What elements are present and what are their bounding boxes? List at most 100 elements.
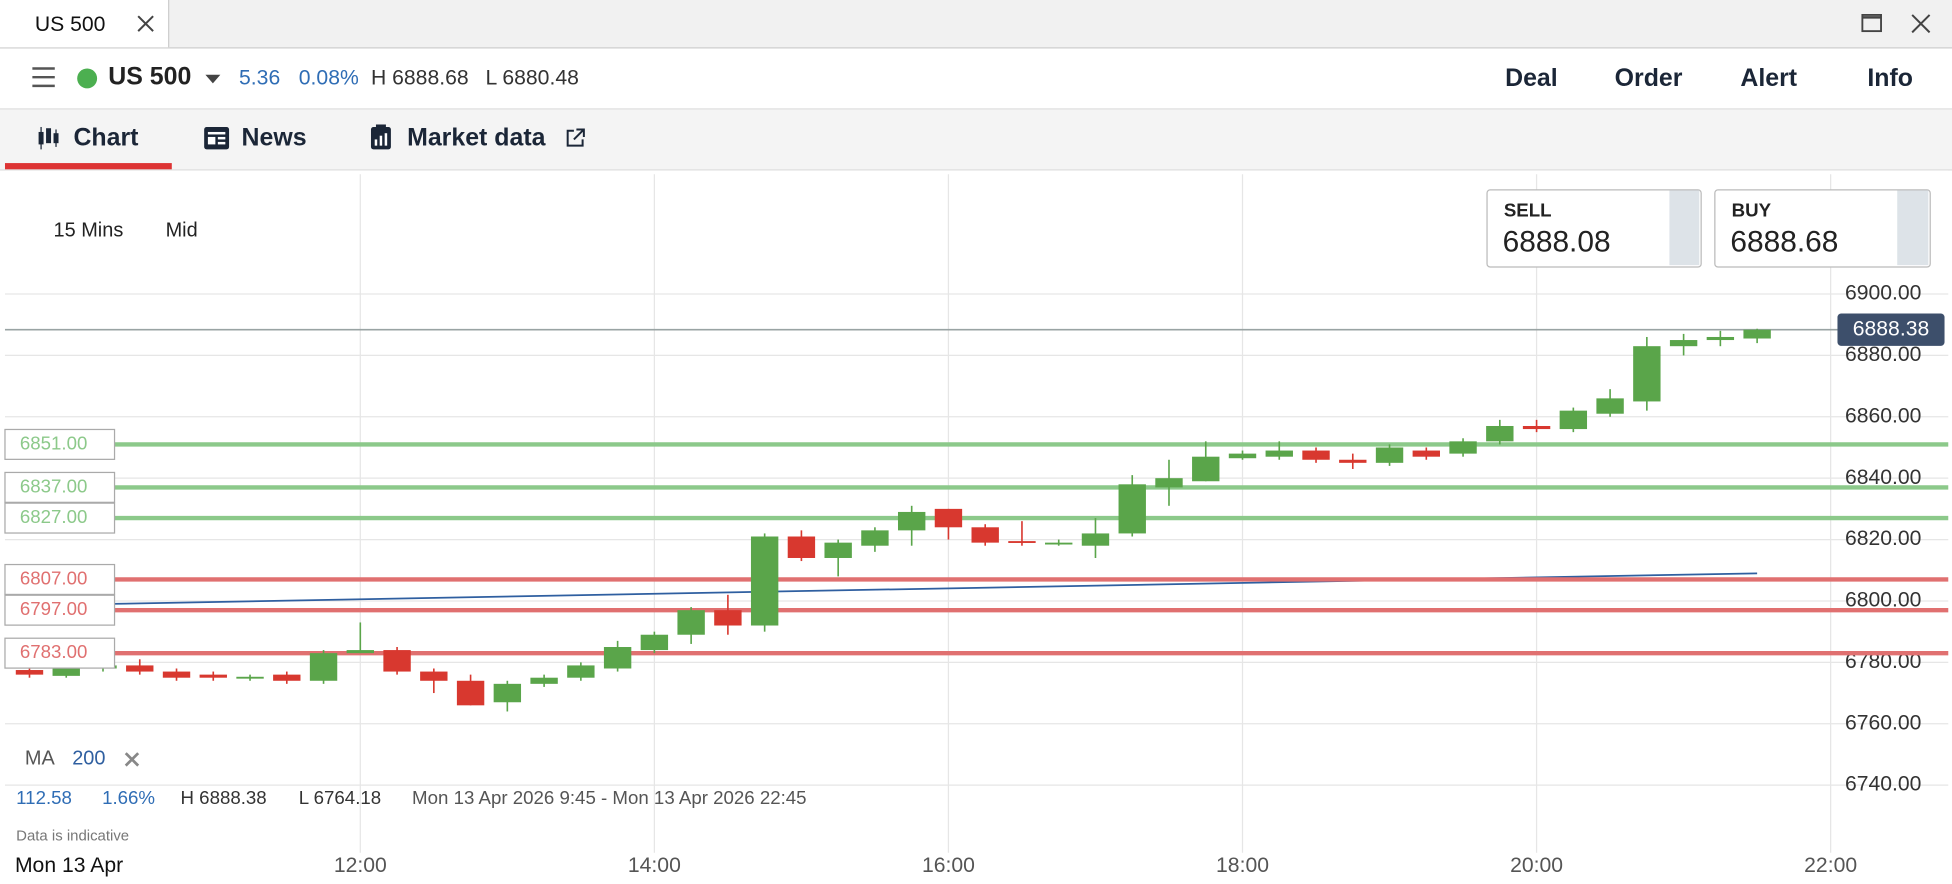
- market-dropdown[interactable]: [203, 71, 223, 86]
- candle-body: [1302, 450, 1330, 460]
- candle-body: [1486, 425, 1514, 442]
- y-tick-label: 6800.00: [1845, 589, 1921, 612]
- alert-button[interactable]: Alert: [1740, 64, 1798, 93]
- chart-icon: [38, 126, 59, 150]
- tab-title: US 500: [34, 12, 106, 37]
- candle-body: [346, 650, 375, 654]
- market-data-tab[interactable]: Market data: [407, 124, 546, 152]
- candle-body: [273, 674, 301, 681]
- info-button[interactable]: Info: [1867, 64, 1913, 93]
- tab[interactable]: [0, 0, 170, 48]
- candle-body: [750, 536, 779, 626]
- candle-body: [861, 530, 889, 546]
- candle-body: [603, 647, 632, 669]
- candle-body: [787, 536, 816, 558]
- candle-body: [1265, 450, 1293, 457]
- menu-icon[interactable]: [31, 65, 56, 90]
- y-tick-label: 6820.00: [1845, 527, 1921, 550]
- candle-body: [1228, 453, 1257, 459]
- candle-body: [236, 676, 264, 679]
- candle-body: [1743, 329, 1771, 339]
- y-tick-label: 6760.00: [1845, 711, 1921, 734]
- stats-low: L 6764.18: [298, 788, 382, 810]
- candle-body: [1633, 346, 1661, 402]
- x-tick-label: 22:00: [1804, 854, 1857, 877]
- last-price-tag: [1837, 313, 1945, 346]
- level-label: 6797.00: [20, 598, 87, 619]
- last-price-label: 6888.38: [1853, 317, 1929, 340]
- x-tick-label: 20:00: [1510, 854, 1563, 877]
- level-label-box: [4, 637, 116, 669]
- candle-body: [1155, 478, 1183, 488]
- candle-body: [420, 671, 448, 681]
- candle-body: [383, 650, 411, 672]
- sell-label: SELL: [1503, 200, 1552, 222]
- date-label: Mon 13 Apr: [15, 854, 123, 877]
- x-tick-label: 12:00: [334, 854, 387, 877]
- candle-body: [493, 683, 522, 703]
- candle-body: [15, 670, 44, 675]
- maximize-button[interactable]: [1860, 11, 1885, 36]
- news-tab[interactable]: News: [241, 124, 307, 152]
- y-tick-label: 6780.00: [1845, 650, 1921, 673]
- stats-change: 112.58: [16, 788, 72, 810]
- remove-indicator[interactable]: [123, 751, 140, 768]
- low: L 6880.48: [485, 65, 579, 90]
- candle-body: [897, 511, 926, 531]
- plot-bg: [4, 170, 1949, 878]
- market-name[interactable]: US 500: [108, 63, 192, 91]
- market-data-icon: [370, 124, 391, 150]
- indicator-name: MA: [24, 748, 55, 770]
- level-label: 6851.00: [20, 432, 87, 453]
- candle-body: [1596, 398, 1624, 414]
- candle-body: [162, 671, 191, 678]
- candle-body: [199, 674, 227, 678]
- level-label: 6827.00: [20, 506, 87, 527]
- indicator-period: 200: [72, 748, 106, 770]
- deal-button[interactable]: Deal: [1505, 64, 1558, 93]
- candle-body: [1045, 542, 1073, 545]
- sell-button[interactable]: [1486, 189, 1702, 268]
- y-tick-label: 6900.00: [1845, 282, 1921, 305]
- stats-change-pct: 1.66%: [102, 788, 156, 810]
- candle-body: [971, 527, 999, 543]
- candle-body: [824, 542, 852, 558]
- candle-body: [1192, 456, 1220, 482]
- interval[interactable]: 15 Mins: [53, 220, 124, 242]
- candle-body: [530, 677, 558, 684]
- candle-body: [309, 653, 338, 681]
- tab-close[interactable]: [134, 12, 156, 34]
- buy-button[interactable]: [1714, 189, 1931, 268]
- candle-body: [1449, 441, 1477, 454]
- x-tick-label: 18:00: [1216, 854, 1269, 877]
- candle-body: [1559, 410, 1588, 430]
- buy-price: 6888.68: [1730, 225, 1839, 259]
- chart-tab[interactable]: Chart: [73, 124, 139, 152]
- x-tick-label: 16:00: [922, 854, 975, 877]
- y-tick-label: 6840.00: [1845, 466, 1921, 489]
- level-label-box: [4, 428, 116, 460]
- candle-body: [1669, 340, 1698, 347]
- order-button[interactable]: Order: [1614, 64, 1683, 93]
- buy-label: BUY: [1731, 200, 1772, 222]
- candle-body: [1081, 533, 1110, 546]
- header: [0, 48, 1952, 110]
- level-label: 6837.00: [20, 475, 87, 496]
- candle-body: [714, 610, 742, 626]
- level-label: 6783.00: [20, 641, 87, 662]
- external-link-icon[interactable]: [564, 127, 586, 149]
- close-button[interactable]: [1908, 11, 1933, 36]
- level-label-box: [4, 471, 116, 503]
- change: 5.36: [239, 65, 281, 90]
- candle-body: [1375, 447, 1404, 463]
- y-tick-label: 6740.00: [1845, 773, 1921, 796]
- candle-body: [456, 680, 485, 706]
- candle-body: [934, 508, 963, 528]
- candle-body: [677, 610, 705, 635]
- price-type[interactable]: Mid: [165, 220, 198, 242]
- y-tick-label: 6860.00: [1845, 404, 1921, 427]
- candle-body: [1339, 459, 1367, 463]
- active-tab-indicator: [4, 163, 172, 170]
